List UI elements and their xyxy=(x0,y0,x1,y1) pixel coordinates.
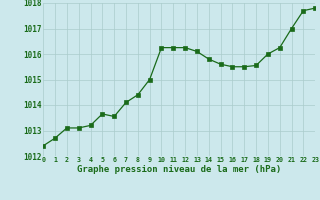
X-axis label: Graphe pression niveau de la mer (hPa): Graphe pression niveau de la mer (hPa) xyxy=(77,165,281,174)
